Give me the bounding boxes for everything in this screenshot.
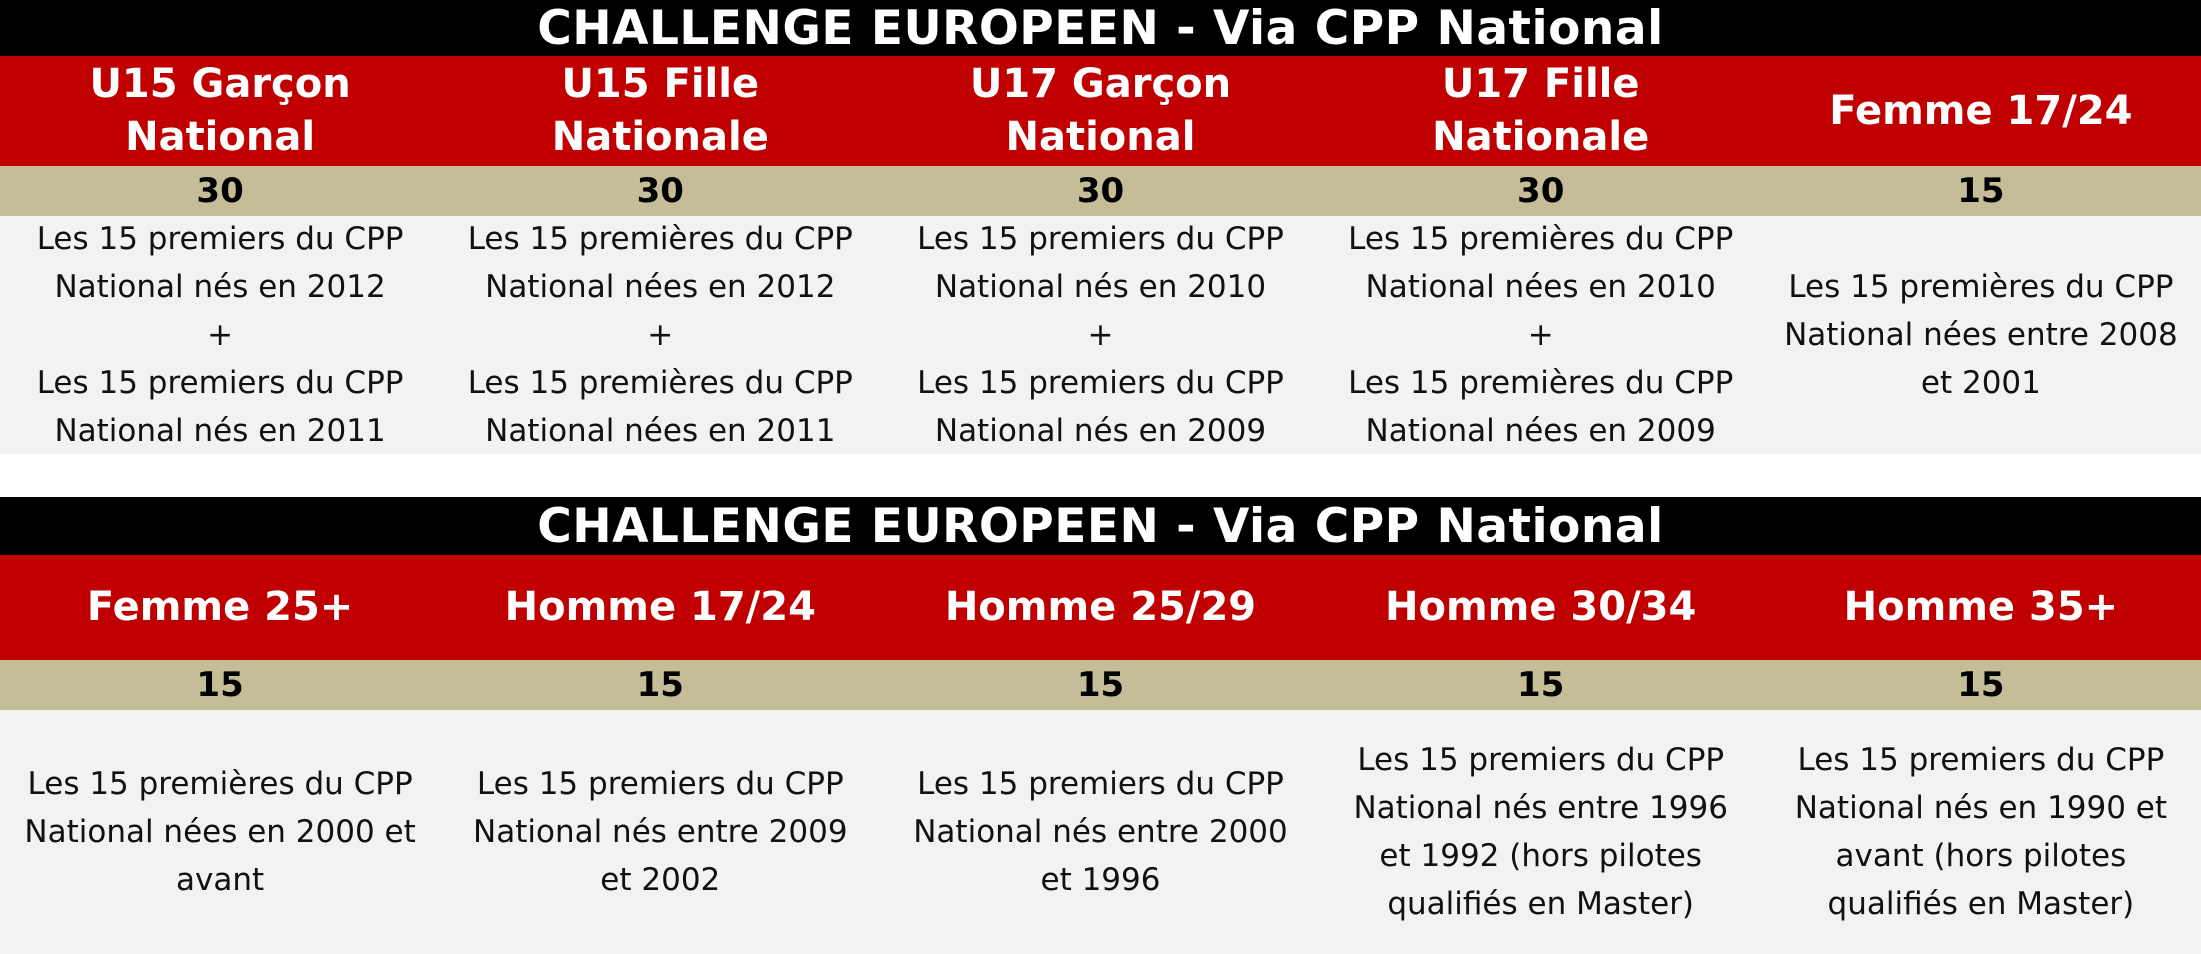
quota-count: 15	[440, 660, 881, 710]
table-separator	[0, 454, 2201, 497]
quota-count: 15	[1760, 166, 2201, 216]
selection-criteria: Les 15 premières du CPP National nées en…	[440, 216, 881, 454]
selection-criteria: Les 15 premiers du CPP National nés en 1…	[1760, 710, 2201, 954]
category-header-u15-garcon: U15 Garçon National	[0, 56, 441, 166]
selection-criteria: Les 15 premières du CPP National nées en…	[1320, 216, 1761, 454]
selection-criteria: Les 15 premières du CPP National nées en…	[1760, 216, 2201, 454]
category-header-femme-25: Femme 25+	[0, 555, 441, 660]
selection-criteria: Les 15 premiers du CPP National nés en 2…	[880, 216, 1321, 454]
quota-count: 30	[880, 166, 1321, 216]
category-header-homme-30-34: Homme 30/34	[1320, 555, 1761, 660]
quota-count: 30	[0, 166, 441, 216]
category-header-u15-fille: U15 Fille Nationale	[440, 56, 881, 166]
quota-count: 15	[0, 660, 441, 710]
quota-count: 30	[1320, 166, 1761, 216]
selection-criteria: Les 15 premiers du CPP National nés entr…	[1320, 710, 1761, 954]
selection-criteria: Les 15 premiers du CPP National nés entr…	[880, 710, 1321, 954]
category-header-femme-17-24: Femme 17/24	[1760, 56, 2201, 166]
quota-count: 30	[440, 166, 881, 216]
challenge-table-2: CHALLENGE EUROPEEN - Via CPP National Fe…	[0, 497, 2201, 954]
table-title: CHALLENGE EUROPEEN - Via CPP National	[0, 0, 2201, 56]
challenge-table-1: CHALLENGE EUROPEEN - Via CPP National U1…	[0, 0, 2201, 454]
quota-count: 15	[1760, 660, 2201, 710]
quota-count: 15	[880, 660, 1321, 710]
category-header-u17-fille: U17 Fille Nationale	[1320, 56, 1761, 166]
selection-criteria: Les 15 premiers du CPP National nés en 2…	[0, 216, 441, 454]
category-header-u17-garcon: U17 Garçon National	[880, 56, 1321, 166]
category-header-homme-17-24: Homme 17/24	[440, 555, 881, 660]
selection-criteria: Les 15 premiers du CPP National nés entr…	[440, 710, 881, 954]
quota-count: 15	[1320, 660, 1761, 710]
table-title: CHALLENGE EUROPEEN - Via CPP National	[0, 497, 2201, 555]
category-header-homme-25-29: Homme 25/29	[880, 555, 1321, 660]
selection-criteria: Les 15 premières du CPP National nées en…	[0, 710, 441, 954]
category-header-homme-35: Homme 35+	[1760, 555, 2201, 660]
